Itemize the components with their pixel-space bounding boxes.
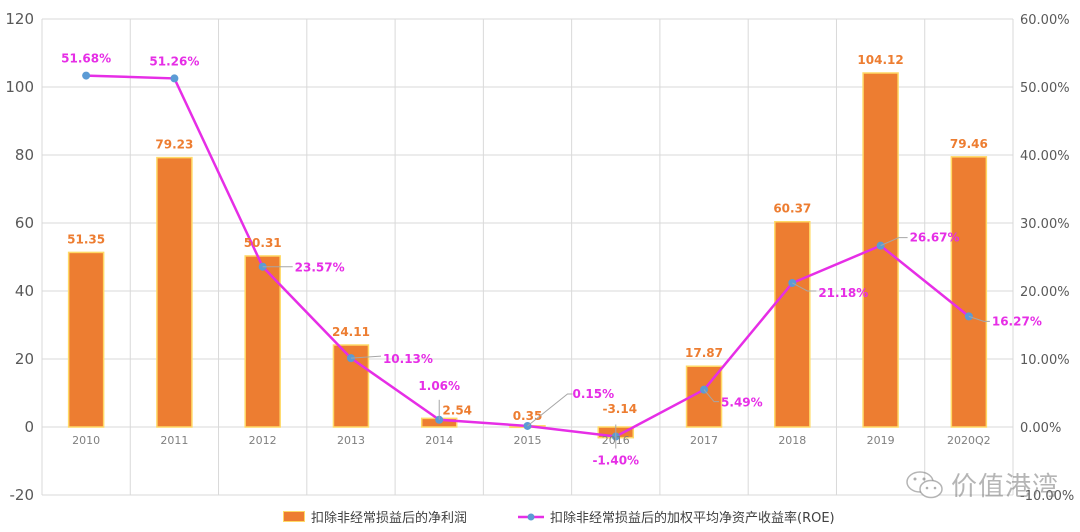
right-axis-tick: 40.00% [1020, 149, 1070, 164]
roe-value-label: 23.57% [295, 261, 345, 275]
legend-label-net-profit: 扣除非经常损益后的净利润 [311, 511, 468, 526]
line-series [82, 71, 973, 441]
left-axis-tick: 80 [15, 146, 34, 164]
left-axis-tick: 100 [5, 78, 34, 96]
bar[interactable] [950, 156, 988, 428]
left-axis-tick: 40 [15, 282, 34, 300]
category-label: 2017 [690, 434, 718, 447]
left-axis-tick: -20 [10, 486, 35, 504]
bar-value-label: -3.14 [602, 402, 637, 416]
roe-value-label: 21.18% [818, 286, 868, 300]
bar-value-label: 79.23 [155, 138, 193, 152]
category-label: 2019 [867, 434, 895, 447]
roe-value-label: 10.13% [383, 352, 433, 366]
bar-swatch-icon [283, 511, 305, 522]
grid-lines [41, 18, 1014, 496]
right-axis-tick: 60.00% [1020, 13, 1070, 28]
bar-value-label: 104.12 [857, 53, 903, 67]
bar-value-label: 17.87 [685, 346, 723, 360]
category-label: 2020Q2 [947, 434, 991, 447]
right-axis-tick: -10.00% [1020, 489, 1074, 504]
line-marker-swatch-icon [518, 513, 544, 520]
legend: 扣除非经常损益后的净利润 扣除非经常损益后的加权平均净资产收益率(ROE) [0, 507, 1080, 529]
category-label: 2014 [425, 434, 453, 447]
line-marker[interactable] [82, 71, 91, 80]
axis-labels: 120 100 80 60 40 20 0 -20 60.00% 50.00% 40.00% 30.0… [5, 10, 1074, 504]
roe-value-label: 51.26% [149, 54, 199, 68]
bar-value-label: 51.35 [67, 232, 105, 246]
category-label: 2013 [337, 434, 365, 447]
bar[interactable] [774, 220, 811, 428]
bar[interactable] [862, 72, 899, 428]
left-axis-tick: 0 [24, 418, 34, 436]
data-labels: 51.35 79.23 50.31 24.11 2.54 0.35 -3.14 17.87 60… [61, 52, 1042, 468]
right-axis-tick: 30.00% [1020, 217, 1070, 232]
category-label: 2011 [160, 434, 188, 447]
category-label: 2010 [72, 434, 100, 447]
bar-value-label: 60.37 [773, 202, 811, 216]
roe-value-label: 0.15% [573, 387, 615, 401]
wechat-icon [906, 470, 943, 498]
bar[interactable] [67, 251, 105, 428]
right-axis-tick: 50.00% [1020, 81, 1070, 96]
right-axis-tick: 10.00% [1020, 353, 1070, 368]
left-axis-tick: 120 [5, 10, 34, 28]
category-label: 2018 [778, 434, 806, 447]
watermark: 价值港湾 [905, 466, 1059, 503]
roe-value-label: 5.49% [721, 396, 763, 410]
bar-value-label: 2.54 [442, 403, 472, 417]
bar-value-label: 24.11 [332, 325, 370, 339]
right-axis-tick: 20.00% [1020, 285, 1070, 300]
legend-label-roe: 扣除非经常损益后的加权平均净资产收益率(ROE) [550, 511, 835, 526]
category-label: 2016 [602, 434, 630, 447]
line-marker[interactable] [170, 74, 179, 83]
roe-value-label: 16.27% [992, 314, 1042, 328]
legend-item-roe[interactable]: 扣除非经常损益后的加权平均净资产收益率(ROE) [518, 507, 835, 526]
left-axis-tick: 20 [15, 350, 34, 368]
bar[interactable] [156, 156, 193, 428]
bar-series [67, 72, 988, 439]
bar-value-label: 0.35 [513, 409, 543, 423]
category-label: 2015 [514, 434, 542, 447]
left-axis-tick: 60 [15, 214, 34, 232]
bar-value-label: 79.46 [950, 137, 988, 151]
watermark-text: 价值港湾 [951, 472, 1060, 502]
roe-value-label: -1.40% [592, 454, 639, 468]
legend-item-net-profit[interactable]: 扣除非经常损益后的净利润 [283, 507, 467, 526]
roe-value-label: 1.06% [418, 379, 460, 393]
bar[interactable] [244, 255, 281, 428]
category-label: 2012 [249, 434, 277, 447]
bar-value-label: 50.31 [244, 236, 282, 250]
roe-value-label: 51.68% [61, 52, 111, 66]
roe-value-label: 26.67% [910, 231, 960, 245]
right-axis-tick: 0.00% [1020, 421, 1061, 436]
